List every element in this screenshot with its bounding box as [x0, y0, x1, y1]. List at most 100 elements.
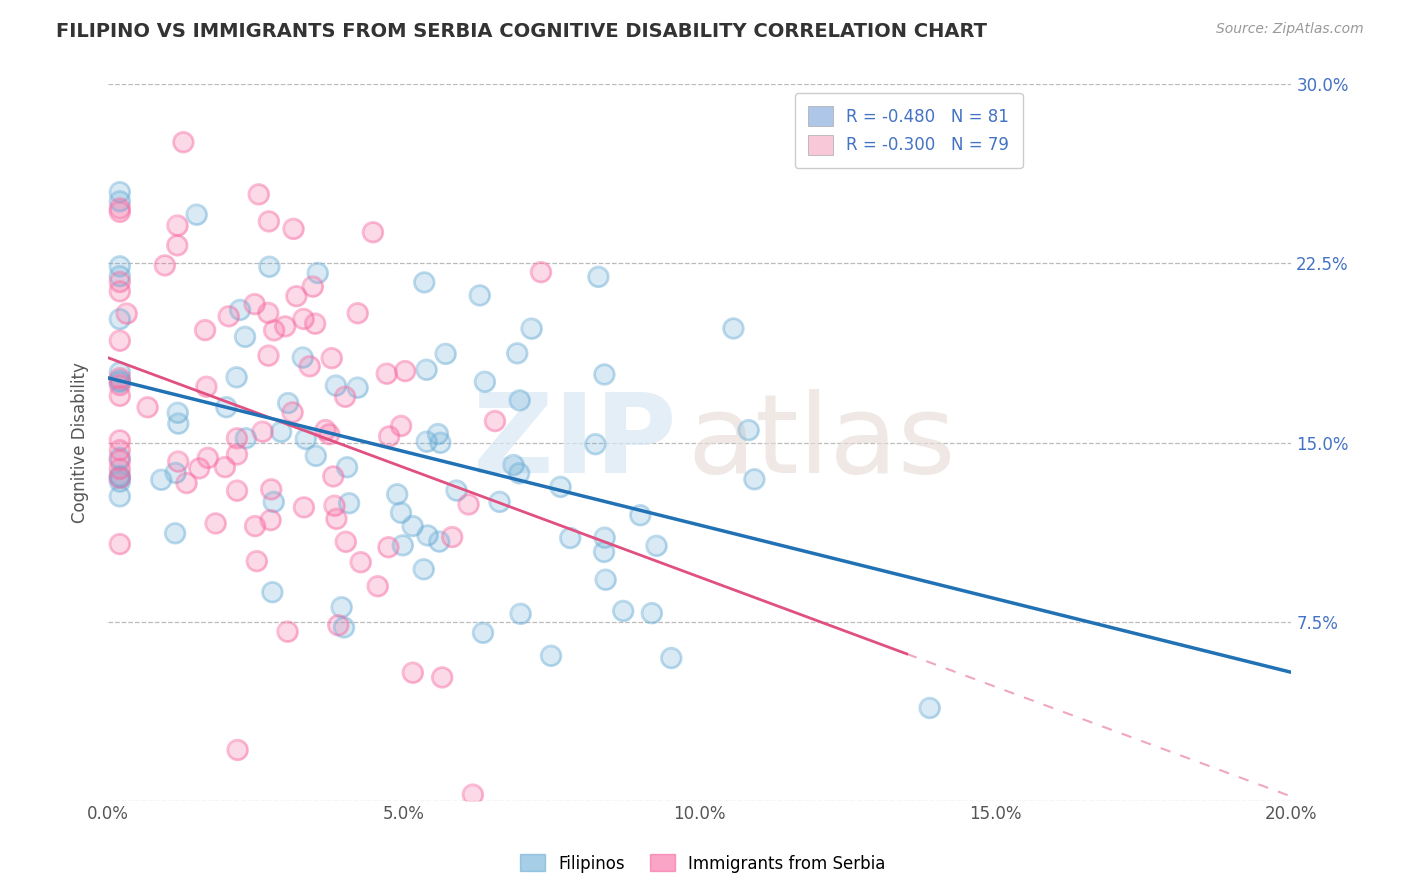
Point — [520, 321, 543, 335]
Point — [321, 351, 343, 366]
Point — [167, 454, 190, 468]
Point — [474, 375, 496, 389]
Point — [723, 321, 745, 335]
Point — [659, 651, 682, 665]
Point — [304, 317, 326, 331]
Point — [723, 321, 745, 335]
Point — [298, 359, 321, 374]
Point — [333, 620, 356, 634]
Point — [292, 500, 315, 515]
Point — [233, 330, 256, 344]
Point — [540, 648, 562, 663]
Point — [246, 554, 269, 568]
Point — [262, 585, 284, 599]
Point — [108, 202, 131, 216]
Point — [274, 319, 297, 334]
Point — [744, 472, 766, 486]
Point — [560, 531, 582, 545]
Point — [235, 431, 257, 445]
Point — [292, 312, 315, 326]
Point — [108, 389, 131, 403]
Point — [277, 624, 299, 639]
Point — [322, 469, 344, 483]
Point — [413, 276, 436, 290]
Point — [281, 405, 304, 419]
Point — [108, 453, 131, 467]
Point — [176, 476, 198, 491]
Point — [108, 462, 131, 476]
Point — [318, 427, 340, 442]
Point — [165, 466, 187, 480]
Text: FILIPINO VS IMMIGRANTS FROM SERBIA COGNITIVE DISABILITY CORRELATION CHART: FILIPINO VS IMMIGRANTS FROM SERBIA COGNI… — [56, 22, 987, 41]
Point — [176, 476, 198, 491]
Point — [346, 306, 368, 320]
Point — [484, 414, 506, 428]
Point — [427, 534, 450, 549]
Point — [346, 306, 368, 320]
Point — [918, 701, 941, 715]
Point — [108, 269, 131, 284]
Point — [415, 363, 437, 377]
Point — [307, 266, 329, 280]
Point — [218, 310, 240, 324]
Point — [377, 541, 399, 555]
Point — [468, 288, 491, 302]
Point — [214, 460, 236, 475]
Point — [593, 545, 616, 559]
Point — [252, 425, 274, 439]
Point — [918, 701, 941, 715]
Point — [226, 448, 249, 462]
Point — [375, 367, 398, 381]
Point — [389, 419, 412, 434]
Point — [247, 187, 270, 202]
Point — [108, 194, 131, 209]
Point — [108, 260, 131, 274]
Point — [243, 519, 266, 533]
Point — [167, 454, 190, 468]
Point — [645, 539, 668, 553]
Point — [530, 265, 553, 279]
Point — [506, 346, 529, 360]
Point — [257, 306, 280, 320]
Point — [108, 470, 131, 484]
Point — [520, 321, 543, 335]
Point — [346, 381, 368, 395]
Point — [301, 279, 323, 293]
Point — [361, 225, 384, 239]
Point — [108, 371, 131, 385]
Point — [506, 346, 529, 360]
Point — [391, 538, 413, 552]
Point — [588, 269, 610, 284]
Point — [530, 265, 553, 279]
Point — [277, 396, 299, 410]
Point — [323, 499, 346, 513]
Point — [429, 435, 451, 450]
Point — [194, 323, 217, 337]
Point — [387, 487, 409, 501]
Point — [328, 618, 350, 632]
Point — [247, 187, 270, 202]
Point — [197, 450, 219, 465]
Point — [323, 499, 346, 513]
Point — [550, 480, 572, 494]
Point — [416, 528, 439, 542]
Point — [321, 351, 343, 366]
Point — [108, 374, 131, 388]
Point — [167, 417, 190, 431]
Point — [375, 367, 398, 381]
Point — [415, 363, 437, 377]
Point — [426, 427, 449, 442]
Point — [136, 401, 159, 415]
Point — [281, 405, 304, 419]
Point — [301, 279, 323, 293]
Point — [150, 473, 173, 487]
Point — [243, 519, 266, 533]
Point — [426, 427, 449, 442]
Point — [226, 448, 249, 462]
Point — [108, 434, 131, 448]
Point — [197, 450, 219, 465]
Point — [259, 513, 281, 527]
Point — [337, 496, 360, 510]
Point — [315, 423, 337, 437]
Point — [108, 205, 131, 219]
